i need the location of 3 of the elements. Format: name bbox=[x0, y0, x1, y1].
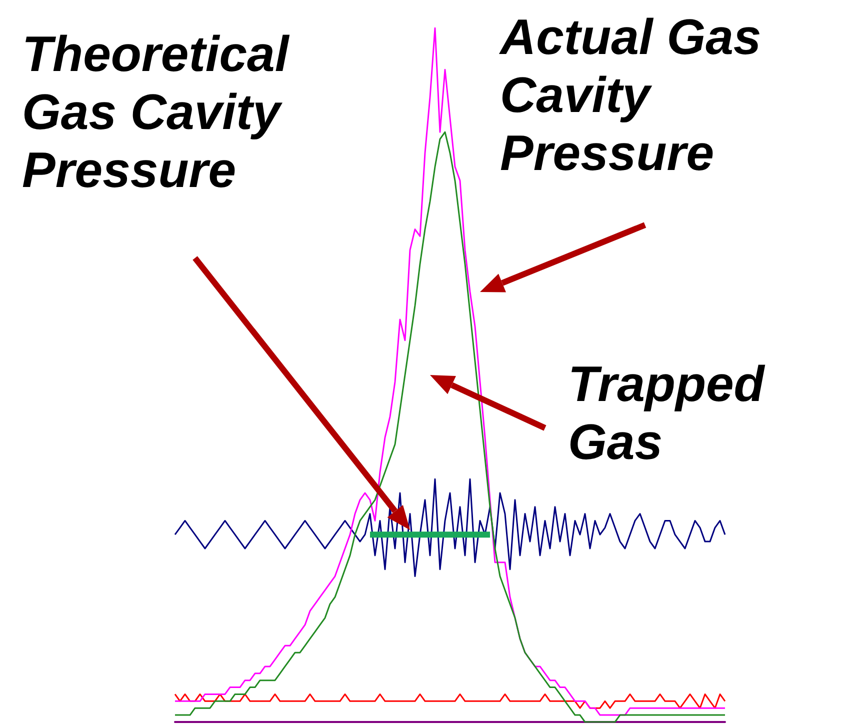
annotation: Trapped Gas bbox=[568, 355, 764, 471]
annotation: Actual Gas Cavity Pressure bbox=[500, 8, 762, 182]
annotation: Theoretical Gas Cavity Pressure bbox=[22, 25, 289, 199]
